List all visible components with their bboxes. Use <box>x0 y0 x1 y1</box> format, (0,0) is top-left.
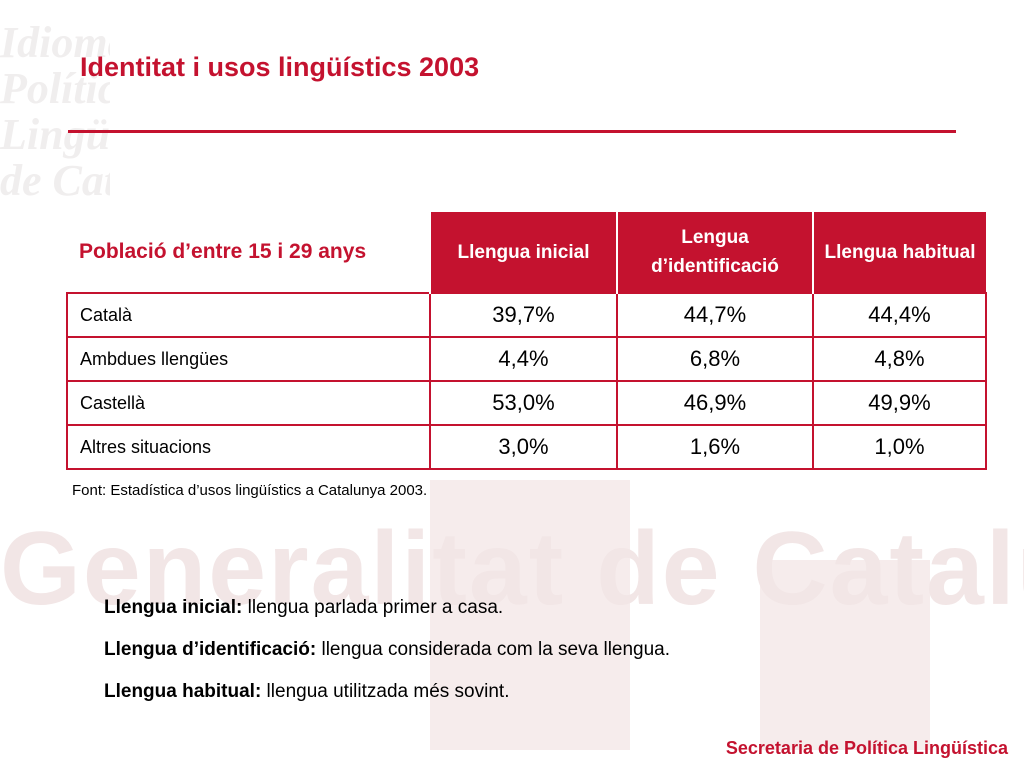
definition-term: Llengua inicial: <box>104 597 243 618</box>
table-row: Altres situacions 3,0% 1,6% 1,0% <box>66 424 987 470</box>
table-cell: 1,6% <box>616 424 814 470</box>
watermark-shape <box>430 480 630 750</box>
table-cell: 53,0% <box>429 380 618 426</box>
column-header-identification: Lengua d’identificació <box>616 212 813 293</box>
table-row: Castellà 53,0% 46,9% 49,9% <box>66 380 987 426</box>
watermark-left-text: Idioma Política Lingüística de Catalunya <box>0 20 110 205</box>
table-corner-label: Població d’entre 15 i 29 anys <box>67 212 430 293</box>
table-cell: 4,8% <box>812 336 987 382</box>
row-label: Castellà <box>66 380 431 426</box>
definition-item: Llengua d’identificació: llengua conside… <box>104 638 670 662</box>
table-cell: 3,0% <box>429 424 618 470</box>
table-header-row: Població d’entre 15 i 29 anys Llengua in… <box>67 212 986 293</box>
language-usage-table: Població d’entre 15 i 29 anys Llengua in… <box>66 212 987 470</box>
table-cell: 4,4% <box>429 336 618 382</box>
table-cell: 6,8% <box>616 336 814 382</box>
row-label: Altres situacions <box>66 424 431 470</box>
definition-text: llengua utilitzada més sovint. <box>261 681 510 702</box>
table-cell: 46,9% <box>616 380 814 426</box>
row-label: Català <box>66 292 431 338</box>
definitions-list: Llengua inicial: llengua parlada primer … <box>104 596 670 722</box>
definition-text: llengua parlada primer a casa. <box>242 597 504 618</box>
table-cell: 39,7% <box>429 292 618 338</box>
definition-item: Llengua habitual: llengua utilitzada més… <box>104 680 670 704</box>
table-cell: 44,7% <box>616 292 814 338</box>
row-label: Ambdues llengües <box>66 336 431 382</box>
definition-term: Llengua habitual: <box>104 681 262 702</box>
table-row: Català 39,7% 44,7% 44,4% <box>66 292 987 338</box>
column-header-habitual: Llengua habitual <box>812 212 986 293</box>
title-divider <box>68 130 956 133</box>
page-title: Identitat i usos lingüístics 2003 <box>80 52 480 82</box>
definition-item: Llengua inicial: llengua parlada primer … <box>104 596 670 620</box>
table-cell: 49,9% <box>812 380 987 426</box>
table-cell: 44,4% <box>812 292 987 338</box>
watermark-shape <box>760 560 930 750</box>
definition-text: llengua considerada com la seva llengua. <box>316 639 671 660</box>
watermark-logo-text: Generalitat de Catalunya <box>0 511 1024 610</box>
table-cell: 1,0% <box>812 424 987 470</box>
column-header-initial: Llengua inicial <box>429 212 617 293</box>
definition-term: Llengua d’identificació: <box>104 639 317 660</box>
footer-organization: Secretaria de Política Lingüística <box>725 738 1008 758</box>
source-note: Font: Estadística d’usos lingüístics a C… <box>72 482 428 499</box>
table-row: Ambdues llengües 4,4% 6,8% 4,8% <box>66 336 987 382</box>
